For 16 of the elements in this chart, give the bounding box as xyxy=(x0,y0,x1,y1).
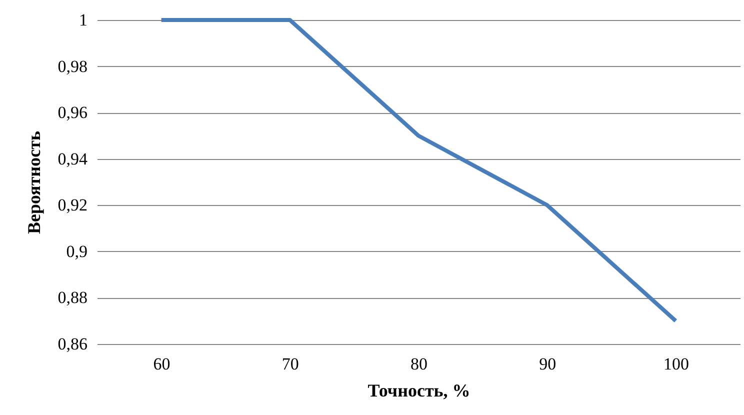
y-tick-label: 0,98 xyxy=(58,56,88,76)
x-tick-label: 60 xyxy=(153,354,170,374)
y-tick-label: 0,92 xyxy=(58,196,88,215)
x-axis-title: Точность, % xyxy=(368,380,470,400)
y-tick-label: 0,9 xyxy=(66,242,88,261)
x-tick-label: 100 xyxy=(663,354,689,374)
x-tick-label: 80 xyxy=(410,354,428,374)
y-axis-title: Вероятность xyxy=(24,130,44,234)
line-series xyxy=(159,18,678,323)
y-tick-label: 0,96 xyxy=(58,103,88,122)
y-tick-label: 0,86 xyxy=(58,334,88,354)
x-tick-label: 70 xyxy=(282,354,299,374)
x-tick-label: 90 xyxy=(539,354,556,374)
y-tick-label: 0,88 xyxy=(58,288,88,308)
y-tick-label: 0,94 xyxy=(58,149,88,168)
y-tick-label: 1 xyxy=(79,10,88,30)
